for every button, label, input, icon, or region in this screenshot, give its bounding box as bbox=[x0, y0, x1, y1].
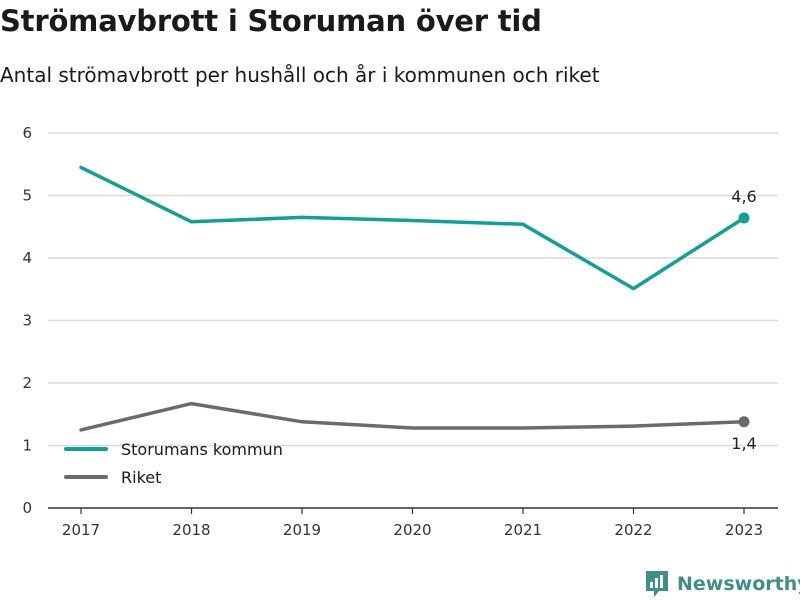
chart-title: Strömavbrott i Storuman över tid bbox=[0, 4, 542, 38]
newsworthy-logo-text: Newsworthy bbox=[677, 573, 800, 595]
data-point-1 bbox=[738, 212, 750, 224]
y-axis-labels: 0 1 2 3 4 5 6 bbox=[22, 124, 32, 517]
y-tick-label: 0 bbox=[22, 499, 32, 517]
grid-lines bbox=[48, 132, 778, 447]
series-lines bbox=[79, 165, 750, 432]
newsworthy-logo: Newsworthy bbox=[644, 569, 800, 599]
chart-subtitle: Antal strömavbrott per hushåll och år i … bbox=[0, 63, 600, 87]
x-tick-label: 2017 bbox=[62, 521, 100, 539]
end-value-label-2: 1,4 bbox=[731, 434, 756, 453]
legend-label-2: Riket bbox=[121, 468, 161, 487]
end-value-label-1: 4,6 bbox=[731, 187, 756, 206]
y-tick-label: 2 bbox=[22, 374, 32, 392]
newsworthy-logo-icon bbox=[646, 571, 668, 597]
series-line-2 bbox=[79, 401, 746, 432]
legend: Storumans kommun Riket bbox=[64, 440, 283, 487]
x-tick-label: 2022 bbox=[614, 521, 652, 539]
x-tick-label: 2023 bbox=[725, 521, 763, 539]
x-tick-label: 2018 bbox=[172, 521, 210, 539]
x-axis: 2017 2018 2019 2020 2021 2022 2023 bbox=[48, 507, 778, 539]
y-tick-label: 3 bbox=[22, 312, 32, 330]
x-tick-label: 2020 bbox=[393, 521, 431, 539]
data-point-2 bbox=[738, 416, 750, 428]
y-tick-label: 6 bbox=[22, 124, 32, 142]
x-tick-label: 2019 bbox=[283, 521, 321, 539]
legend-label-1: Storumans kommun bbox=[121, 440, 283, 459]
series-line-1 bbox=[79, 165, 746, 291]
y-tick-label: 5 bbox=[22, 187, 32, 205]
x-tick-label: 2021 bbox=[504, 521, 542, 539]
data-labels: 4,6 1,4 bbox=[731, 187, 756, 453]
y-tick-label: 4 bbox=[22, 249, 32, 267]
y-tick-label: 1 bbox=[22, 437, 32, 455]
